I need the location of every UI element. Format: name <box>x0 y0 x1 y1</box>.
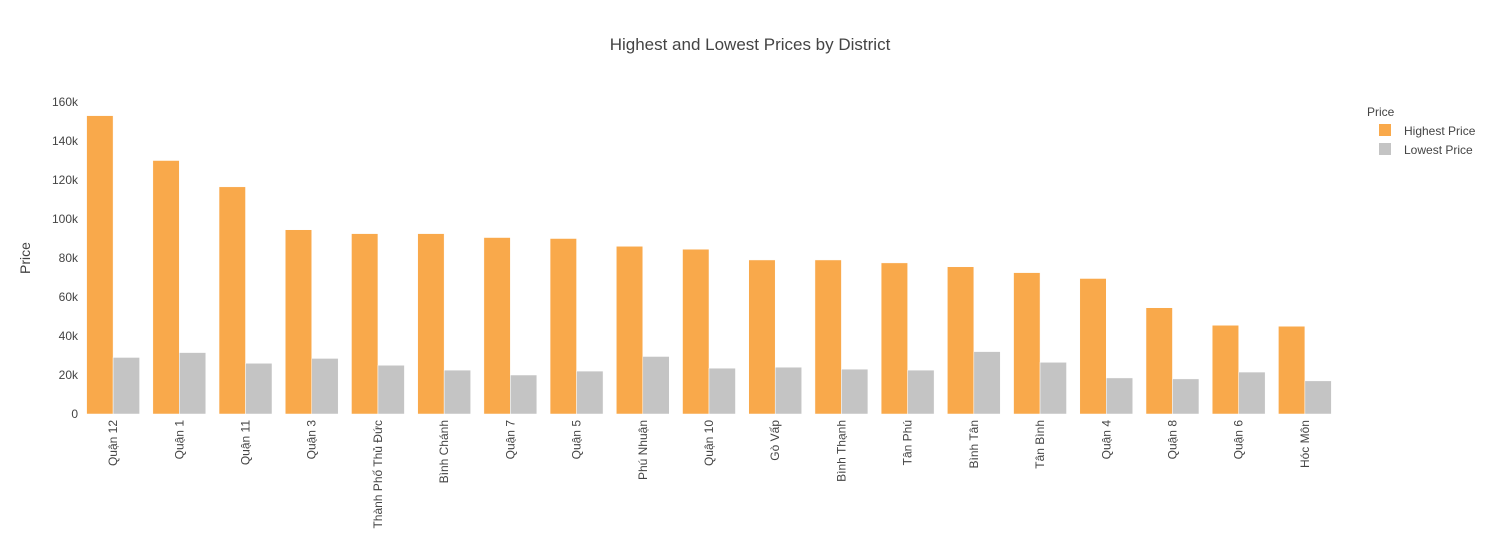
legend-label-highest-price: Highest Price <box>1404 124 1476 138</box>
legend-item-highest-price[interactable]: Highest Price <box>1379 124 1476 138</box>
bar-lowest-price[interactable] <box>642 356 670 415</box>
x-tick-label: Bình Thạnh <box>834 420 848 482</box>
bar-lowest-price[interactable] <box>708 367 736 415</box>
legend-label-lowest-price: Lowest Price <box>1404 143 1473 157</box>
y-axis-ticks: 0 20k 40k 60k 80k 100k 120k 140k 160k <box>52 95 79 421</box>
legend-item-lowest-price[interactable]: Lowest Price <box>1379 143 1473 157</box>
x-tick-label: Bình Tân <box>967 420 981 468</box>
y-tick-label: 20k <box>59 368 79 382</box>
y-tick-label: 60k <box>59 290 79 304</box>
bar-highest-price[interactable] <box>483 237 511 415</box>
x-tick-label: Hóc Môn <box>1298 420 1312 468</box>
bar-lowest-price[interactable] <box>245 363 273 415</box>
x-tick-label: Quận 10 <box>702 420 716 466</box>
bar-highest-price[interactable] <box>880 262 908 415</box>
y-tick-label: 160k <box>52 95 79 109</box>
x-tick-label: Quận 7 <box>503 420 517 460</box>
bar-lowest-price[interactable] <box>576 370 604 415</box>
bar-highest-price[interactable] <box>351 233 379 415</box>
bar-highest-price[interactable] <box>1013 272 1041 415</box>
bar-highest-price[interactable] <box>682 248 710 415</box>
bar-lowest-price[interactable] <box>1304 380 1332 415</box>
x-tick-label: Quận 1 <box>172 420 186 460</box>
x-tick-label: Bình Chánh <box>437 420 451 483</box>
bar-lowest-price[interactable] <box>443 369 471 415</box>
x-tick-label: Gò Vấp <box>768 420 782 461</box>
bar-lowest-price[interactable] <box>1106 377 1133 415</box>
x-tick-label: Quận 3 <box>305 420 319 460</box>
bar-lowest-price[interactable] <box>510 374 538 415</box>
bar-lowest-price[interactable] <box>907 369 935 415</box>
y-axis-title: Price <box>17 242 33 274</box>
y-tick-label: 40k <box>59 329 79 343</box>
bar-lowest-price[interactable] <box>377 365 405 415</box>
bar-highest-price[interactable] <box>86 115 114 415</box>
x-tick-label: Phú Nhuận <box>636 420 650 480</box>
legend[interactable]: Price Highest Price Lowest Price <box>1367 105 1476 157</box>
y-tick-label: 120k <box>52 173 79 187</box>
x-tick-label: Quận 8 <box>1165 420 1179 460</box>
bar-highest-price[interactable] <box>285 229 312 415</box>
bar-highest-price[interactable] <box>1278 326 1306 415</box>
x-tick-label: Quận 11 <box>239 420 253 465</box>
bar-highest-price[interactable] <box>1145 307 1173 415</box>
bar-lowest-price[interactable] <box>774 366 802 415</box>
y-tick-label: 100k <box>52 212 79 226</box>
x-tick-label: Quận 5 <box>570 420 584 460</box>
x-tick-label: Quận 12 <box>106 420 120 466</box>
x-tick-label: Quận 6 <box>1232 420 1246 460</box>
bar-highest-price[interactable] <box>616 246 644 415</box>
bar-highest-price[interactable] <box>152 160 180 415</box>
x-tick-label: Quận 4 <box>1099 420 1113 460</box>
bars-group <box>86 115 1332 415</box>
bar-highest-price[interactable] <box>1211 325 1239 415</box>
y-tick-label: 80k <box>59 251 79 265</box>
x-tick-label: Tân Bình <box>1033 420 1047 469</box>
legend-swatch-lowest-price <box>1379 143 1391 155</box>
bar-lowest-price[interactable] <box>1238 371 1266 415</box>
bar-highest-price[interactable] <box>417 233 445 415</box>
bar-lowest-price[interactable] <box>1039 362 1067 415</box>
legend-title: Price <box>1367 105 1395 119</box>
bar-lowest-price[interactable] <box>311 358 339 415</box>
bar-lowest-price[interactable] <box>112 357 140 415</box>
bar-highest-price[interactable] <box>1079 278 1107 415</box>
bar-highest-price[interactable] <box>748 259 776 415</box>
bar-highest-price[interactable] <box>218 186 246 415</box>
bar-highest-price[interactable] <box>814 259 842 415</box>
y-tick-label: 0 <box>71 407 78 421</box>
bar-highest-price[interactable] <box>947 266 975 415</box>
y-tick-label: 140k <box>52 134 79 148</box>
x-tick-label: Thành Phố Thủ Đức <box>371 420 385 529</box>
bar-highest-price[interactable] <box>549 238 577 415</box>
x-tick-label: Tân Phú <box>901 420 915 465</box>
chart-title: Highest and Lowest Prices by District <box>610 35 891 54</box>
x-axis-ticks: Quận 12 Quận 1 Quận 11 Quận 3 Thành Phố Thủ … <box>106 420 1312 529</box>
bar-lowest-price[interactable] <box>973 351 1001 415</box>
bar-lowest-price[interactable] <box>841 368 869 415</box>
legend-swatch-highest-price <box>1379 124 1391 136</box>
bar-lowest-price[interactable] <box>179 352 207 415</box>
bar-lowest-price[interactable] <box>1172 378 1200 415</box>
